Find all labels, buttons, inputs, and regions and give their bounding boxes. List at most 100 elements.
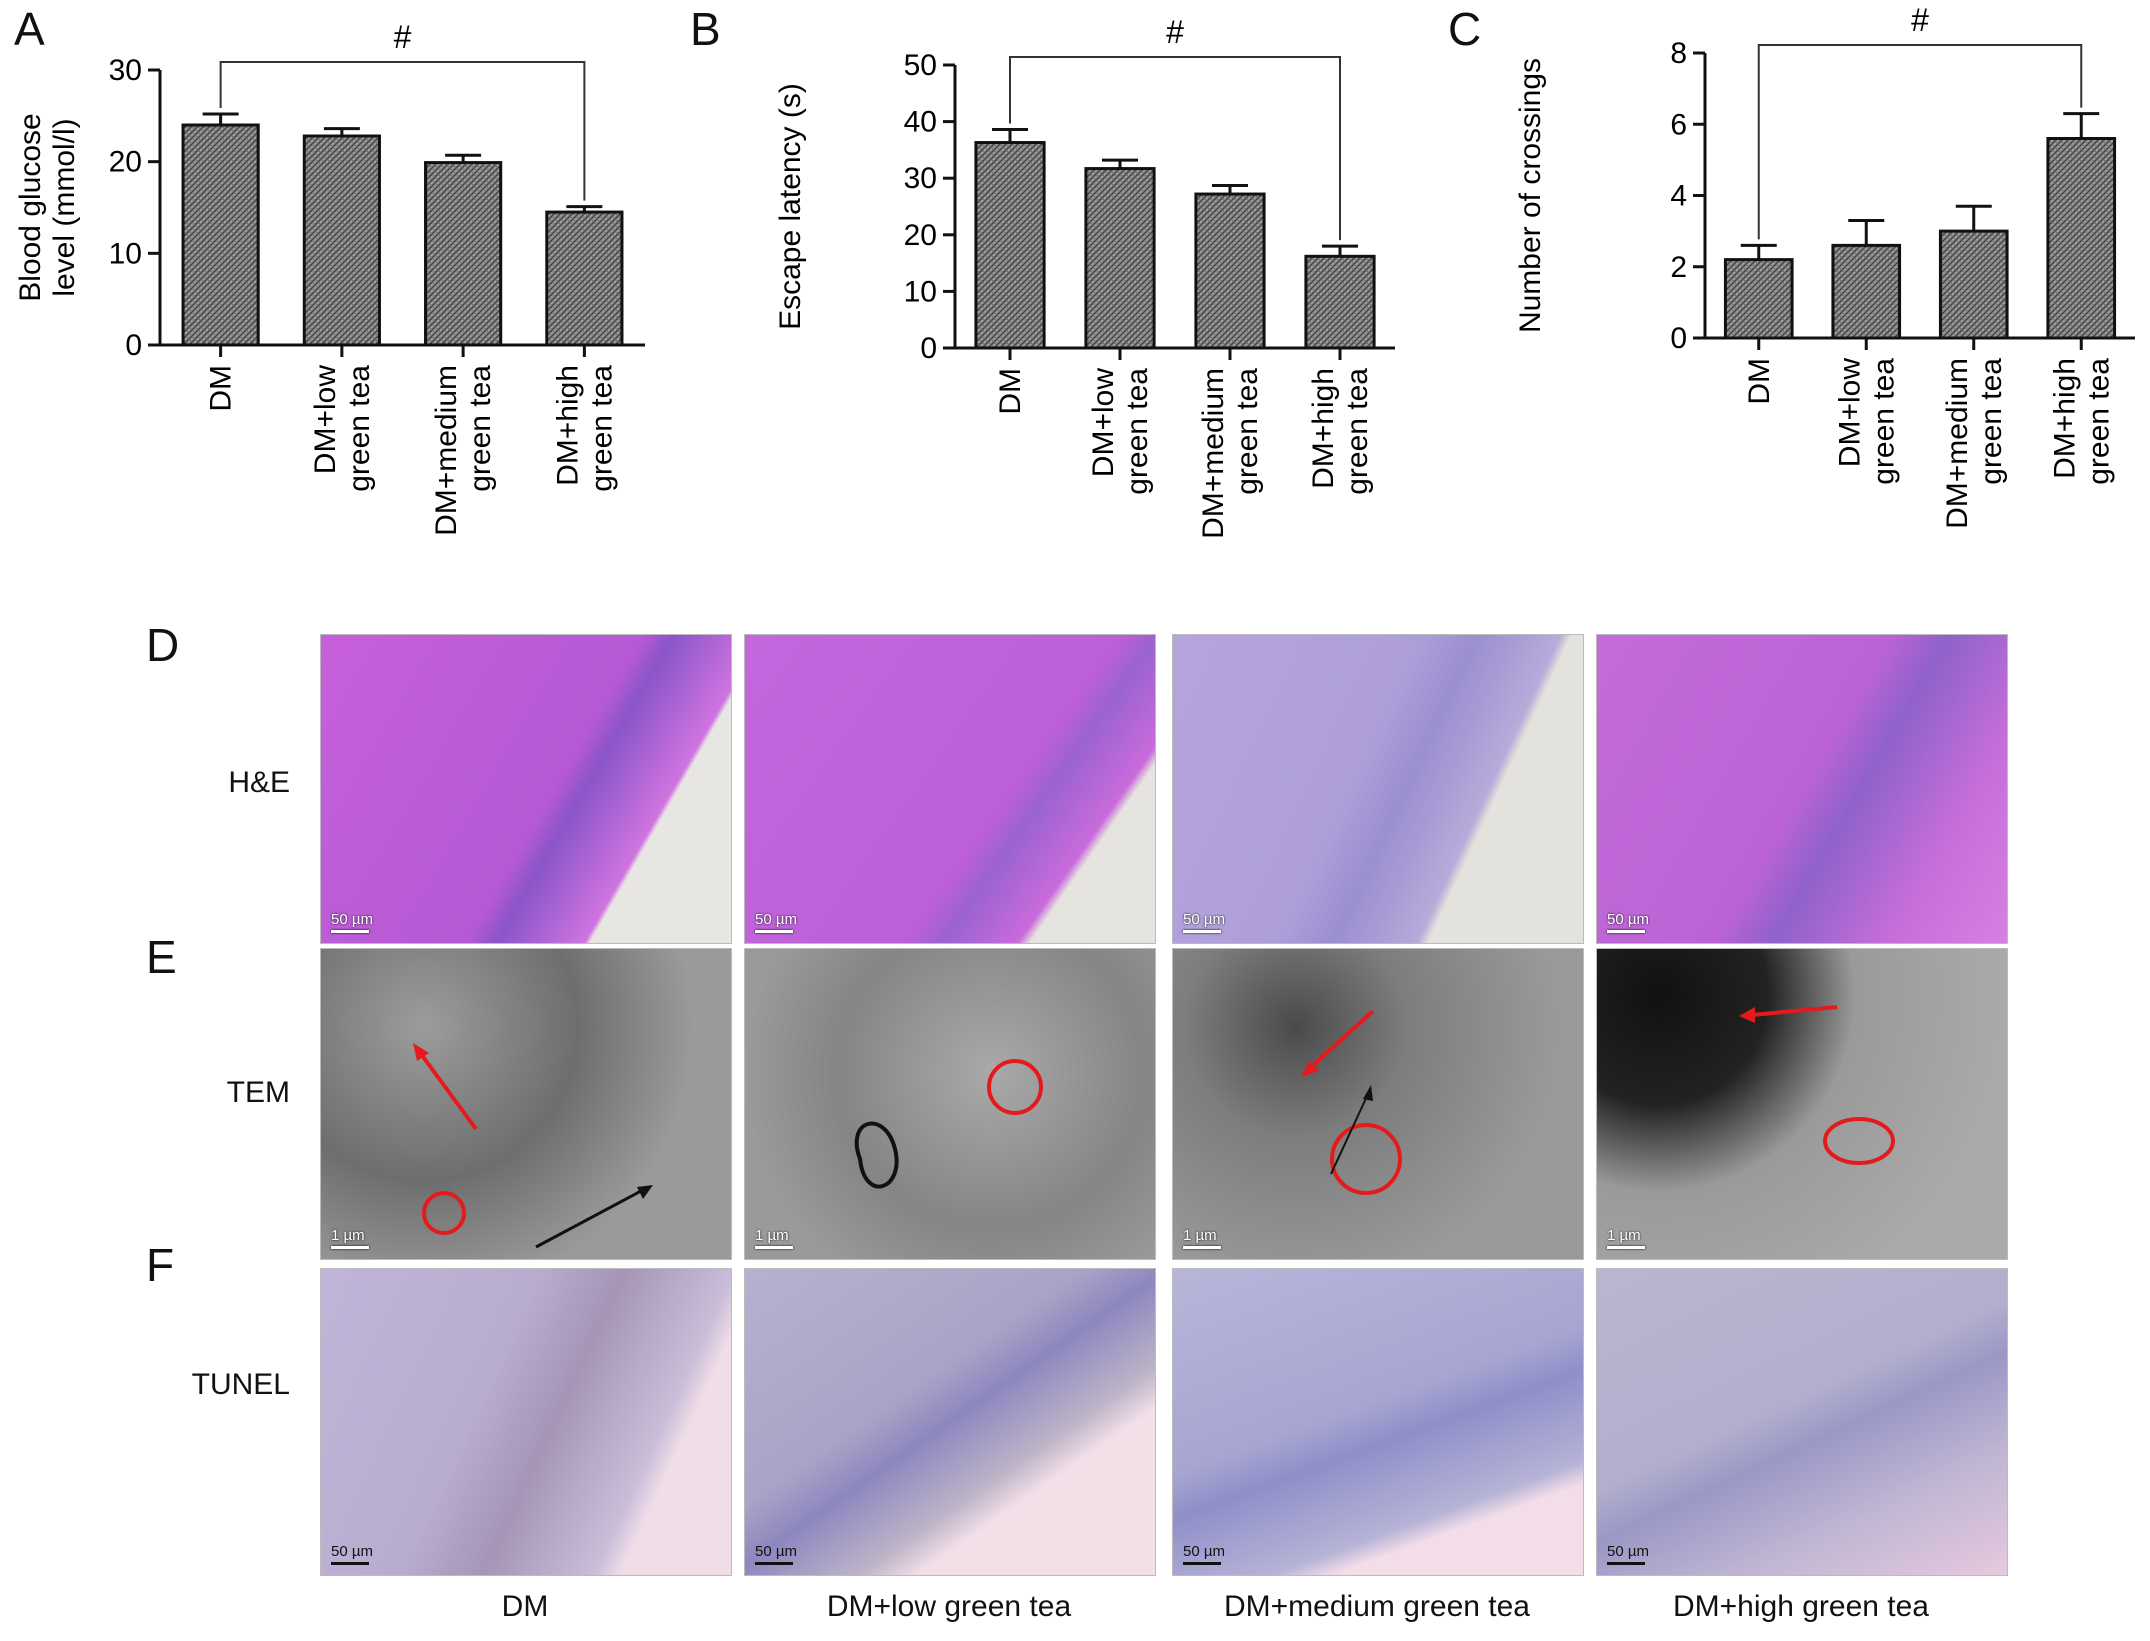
y-tick-label: 0 bbox=[125, 329, 142, 362]
scale-bar-he-dm-medium: 50 µm bbox=[1183, 911, 1225, 933]
red-arrow-marker bbox=[413, 1043, 653, 1249]
bar bbox=[181, 123, 260, 347]
category-label: DM+medium bbox=[1941, 358, 1974, 529]
bar-chart-blood-glucose: 0 10 20 30 Blood glucose level (mmol/l) DM DM+l… bbox=[14, 19, 645, 536]
tem-image-dm-high: 1 µm bbox=[1596, 948, 2008, 1260]
he-image-dm-high: 50 µm bbox=[1596, 634, 2008, 944]
significance-label: # bbox=[1166, 14, 1184, 50]
scale-bar-he-dm-low: 50 µm bbox=[755, 911, 797, 933]
scale-bar-he-dm-high: 50 µm bbox=[1607, 911, 1649, 933]
bar bbox=[1084, 167, 1156, 350]
column-label-dm-high: DM+high green tea bbox=[1673, 1590, 1929, 1623]
tem-image-dm-low: 1 µm bbox=[744, 948, 1156, 1260]
scale-bar-tem-dm-high: 1 µm bbox=[1607, 1227, 1645, 1249]
y-tick-label: 10 bbox=[109, 237, 142, 270]
category-label: green tea bbox=[343, 365, 376, 492]
scale-bar-tunel-dm-low: 50 µm bbox=[755, 1543, 797, 1565]
red-arrow-and-circle bbox=[1301, 1009, 1402, 1195]
category-label: DM+high bbox=[1307, 368, 1340, 489]
bar bbox=[302, 134, 381, 347]
y-axis-label: Number of crossings bbox=[1514, 58, 1547, 333]
significance-bracket bbox=[219, 61, 586, 201]
tem-image-dm: 1 µm bbox=[320, 948, 732, 1260]
scale-bar-tunel-dm-medium: 50 µm bbox=[1183, 1543, 1225, 1565]
column-label-dm-low: DM+low green tea bbox=[826, 1590, 1072, 1623]
category-label: green tea bbox=[2082, 358, 2115, 485]
bar bbox=[2046, 137, 2117, 340]
y-tick-label: 2 bbox=[1670, 251, 1687, 284]
column-label-dm-medium: DM+medium green tea bbox=[1224, 1590, 1530, 1623]
significance-label: # bbox=[394, 19, 412, 55]
category-label: DM bbox=[994, 368, 1027, 415]
panel-letter-f: F bbox=[146, 1239, 175, 1291]
row-label-tunel: TUNEL bbox=[191, 1368, 290, 1401]
y-tick-label: 8 bbox=[1670, 37, 1687, 70]
panel-letter-b: B bbox=[690, 3, 721, 55]
bar bbox=[545, 210, 624, 347]
column-label-dm: DM bbox=[501, 1590, 549, 1623]
category-label: green tea bbox=[1121, 368, 1154, 495]
scale-bar-tem-dm-low: 1 µm bbox=[755, 1227, 793, 1249]
y-tick-label: 20 bbox=[904, 219, 937, 252]
y-tick-label: 50 bbox=[904, 49, 937, 82]
y-axis-label: Blood glucose bbox=[14, 113, 47, 301]
panel-letter-c: C bbox=[1448, 3, 1482, 55]
y-tick-label: 0 bbox=[920, 332, 937, 365]
category-label: DM bbox=[1743, 358, 1776, 405]
bar bbox=[1831, 243, 1902, 340]
scale-bar-he-dm: 50 µm bbox=[331, 911, 373, 933]
scale-bar-tunel-dm-high: 50 µm bbox=[1607, 1543, 1649, 1565]
y-tick-label: 30 bbox=[109, 54, 142, 87]
category-label: DM+high bbox=[551, 365, 584, 486]
row-label-he: H&E bbox=[228, 766, 290, 799]
significance-label: # bbox=[1911, 2, 1929, 38]
scale-bar-tunel-dm: 50 µm bbox=[331, 1543, 373, 1565]
y-tick-label: 10 bbox=[904, 275, 937, 308]
tunel-image-dm: 50 µm bbox=[320, 1268, 732, 1576]
he-image-dm-low: 50 µm bbox=[744, 634, 1156, 944]
tunel-image-dm-high: 50 µm bbox=[1596, 1268, 2008, 1576]
y-axis-label: Escape latency (s) bbox=[774, 83, 807, 330]
y-tick-label: 6 bbox=[1670, 108, 1687, 141]
bar bbox=[1194, 192, 1266, 350]
significance-bracket bbox=[1757, 44, 2083, 240]
bar bbox=[1938, 229, 2009, 340]
scale-bar-tem-dm: 1 µm bbox=[331, 1227, 369, 1249]
scale-bar-tem-dm-medium: 1 µm bbox=[1183, 1227, 1221, 1249]
panel-letter-e: E bbox=[146, 931, 177, 983]
category-label: green tea bbox=[585, 365, 618, 492]
row-label-tem: TEM bbox=[226, 1076, 290, 1109]
he-image-dm-medium: 50 µm bbox=[1172, 634, 1584, 944]
tem-image-dm-medium: 1 µm bbox=[1172, 948, 1584, 1260]
category-label: DM+medium bbox=[430, 365, 463, 536]
category-label: DM+low bbox=[1087, 368, 1120, 478]
category-label: DM bbox=[205, 365, 238, 412]
category-label: DM+low bbox=[1833, 358, 1866, 468]
category-label: DM+medium bbox=[1197, 368, 1230, 539]
category-label: DM+low bbox=[309, 365, 342, 475]
y-tick-label: 0 bbox=[1670, 322, 1687, 355]
category-label: green tea bbox=[1975, 358, 2008, 485]
y-tick-label: 40 bbox=[904, 106, 937, 139]
tunel-image-dm-low: 50 µm bbox=[744, 1268, 1156, 1576]
bar bbox=[1304, 254, 1376, 350]
red-arrow-and-circle bbox=[1739, 1005, 1895, 1165]
y-axis-label: level (mmol/l) bbox=[48, 118, 81, 296]
panel-letter-d: D bbox=[146, 619, 180, 671]
category-label: DM+high bbox=[2048, 358, 2081, 479]
he-image-dm: 50 µm bbox=[320, 634, 732, 944]
tunel-image-dm-medium: 50 µm bbox=[1172, 1268, 1584, 1576]
bar bbox=[424, 161, 503, 347]
category-label: green tea bbox=[1231, 368, 1264, 495]
y-tick-label: 30 bbox=[904, 162, 937, 195]
category-label: green tea bbox=[1867, 358, 1900, 485]
red-circle-marker bbox=[854, 1059, 1043, 1189]
panel-letter-a: A bbox=[14, 3, 45, 55]
significance-bracket bbox=[1009, 56, 1341, 241]
bar bbox=[974, 141, 1046, 350]
category-label: green tea bbox=[1341, 368, 1374, 495]
category-label: green tea bbox=[464, 365, 497, 492]
y-tick-label: 4 bbox=[1670, 180, 1687, 213]
